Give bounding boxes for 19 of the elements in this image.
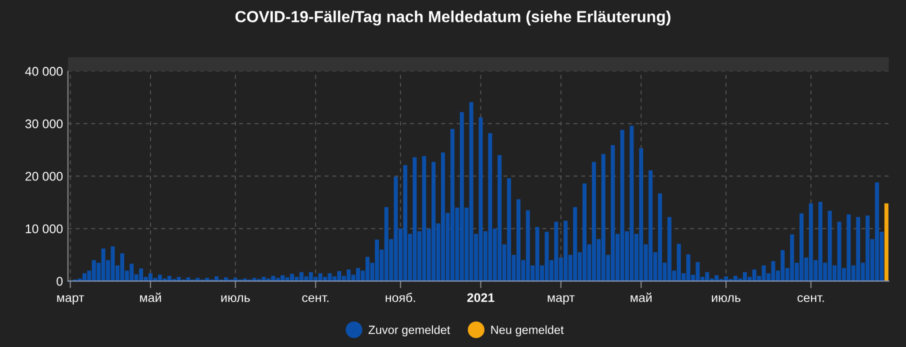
y-tick-label: 40 000 [25, 66, 63, 76]
legend-label: Zuvor gemeldet [368, 325, 450, 336]
x-tick-label: 2021 [467, 293, 494, 302]
y-tick-label: 0 [56, 276, 63, 286]
x-tick-label: май [140, 292, 161, 302]
x-tick-label: июль [221, 295, 250, 302]
x-tick-label: нояб. [386, 292, 416, 302]
x-tick-label: сент. [798, 295, 824, 302]
x-tick-label: июль [712, 295, 740, 302]
y-tick-label: 20 000 [25, 172, 63, 181]
x-tick-label: сент. [302, 295, 328, 302]
x-tick-label: май [630, 292, 652, 302]
x-tick-label: март [548, 295, 575, 305]
bar [884, 203, 888, 282]
legend-label: Neu gemeldet [491, 325, 564, 336]
chart-title: COVID-19-Fälle/Tag nach Meldedatum (siehe Erläuterung) [235, 10, 670, 26]
y-tick-label: 10 000 [26, 224, 63, 234]
y-tick-label: 30 000 [25, 119, 63, 128]
x-tick-label: март [57, 295, 84, 305]
